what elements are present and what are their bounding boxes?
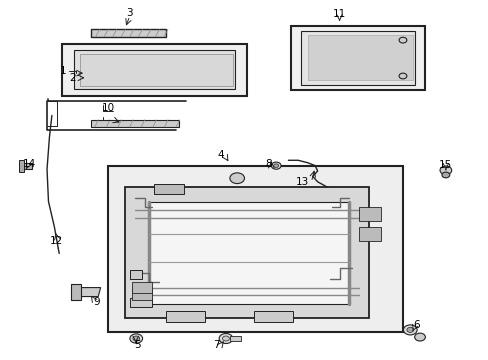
Polygon shape <box>290 26 424 90</box>
Circle shape <box>271 162 281 169</box>
Polygon shape <box>91 120 178 127</box>
Text: 8: 8 <box>265 159 272 169</box>
Polygon shape <box>154 184 183 194</box>
Polygon shape <box>130 298 152 307</box>
Text: 5: 5 <box>134 340 140 350</box>
Circle shape <box>406 327 413 332</box>
Polygon shape <box>132 282 152 293</box>
Circle shape <box>130 334 142 343</box>
Polygon shape <box>19 160 24 172</box>
Text: 6: 6 <box>412 320 419 330</box>
Bar <box>108 166 402 332</box>
Polygon shape <box>149 202 348 304</box>
Polygon shape <box>61 44 246 96</box>
Polygon shape <box>125 187 368 318</box>
Polygon shape <box>254 311 293 321</box>
Circle shape <box>414 333 425 341</box>
Text: 10: 10 <box>101 103 114 113</box>
Circle shape <box>439 166 451 175</box>
Text: 2: 2 <box>69 73 76 83</box>
Polygon shape <box>130 270 142 279</box>
Polygon shape <box>300 31 414 85</box>
Circle shape <box>222 336 229 341</box>
Polygon shape <box>80 54 233 86</box>
Text: 7: 7 <box>213 340 220 350</box>
Polygon shape <box>132 289 152 300</box>
Text: 14: 14 <box>22 159 36 169</box>
Polygon shape <box>79 288 101 297</box>
Circle shape <box>229 173 244 184</box>
Text: 9: 9 <box>93 297 100 307</box>
Polygon shape <box>20 163 32 169</box>
Polygon shape <box>358 226 380 241</box>
Text: 3: 3 <box>126 8 133 18</box>
Circle shape <box>398 37 406 43</box>
Text: 4: 4 <box>217 150 224 160</box>
Text: 13: 13 <box>295 177 308 187</box>
Circle shape <box>398 73 406 79</box>
Polygon shape <box>166 311 205 321</box>
Circle shape <box>219 333 232 343</box>
Polygon shape <box>307 35 412 80</box>
Polygon shape <box>358 207 380 221</box>
Circle shape <box>403 325 416 335</box>
Bar <box>229 336 240 341</box>
Polygon shape <box>71 284 81 300</box>
Text: 11: 11 <box>332 9 346 19</box>
Text: 15: 15 <box>438 159 451 170</box>
Circle shape <box>273 164 278 167</box>
Text: 12: 12 <box>50 236 63 246</box>
Polygon shape <box>91 30 166 37</box>
Polygon shape <box>74 50 234 89</box>
Circle shape <box>133 336 140 341</box>
Circle shape <box>441 172 449 178</box>
Text: 1: 1 <box>60 66 66 76</box>
